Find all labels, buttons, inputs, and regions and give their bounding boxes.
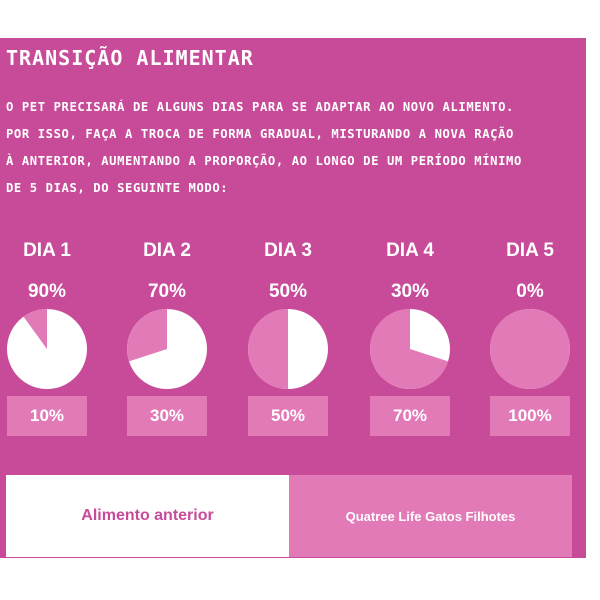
- intro-line: DE 5 DIAS, DO SEGUINTE MODO:: [6, 181, 229, 195]
- old-food-percent: 30%: [390, 281, 430, 302]
- old-food-percent: 70%: [147, 281, 187, 302]
- pie-new-food-slice: [370, 309, 449, 389]
- day-3-pie-chart: [248, 309, 328, 389]
- legend-new-food: Quatree Life Gatos Filhotes: [289, 475, 572, 557]
- transition-panel: TRANSIÇÃO ALIMENTAR O PET PRECISARÁ DE A…: [0, 38, 586, 558]
- new-food-percent: 10%: [7, 396, 87, 436]
- intro-line: POR ISSO, FAÇA A TROCA DE FORMA GRADUAL,…: [6, 127, 514, 141]
- day-2-pie-chart: [127, 309, 207, 389]
- pie-new-food-slice: [248, 309, 288, 389]
- intro-text: O PET PRECISARÁ DE ALGUNS DIAS PARA SE A…: [6, 94, 580, 202]
- day-5-pie-chart: [490, 309, 570, 389]
- day-label: DIA 5: [506, 240, 554, 261]
- intro-line: À ANTERIOR, AUMENTANDO A PROPORÇÃO, AO L…: [6, 154, 522, 168]
- old-food-percent: 0%: [516, 281, 544, 302]
- old-food-percent: 50%: [268, 281, 308, 302]
- new-food-percent: 30%: [127, 396, 207, 436]
- legend-new-food-label: Quatree Life Gatos Filhotes: [345, 508, 516, 524]
- legend-old-food: Alimento anterior: [6, 475, 289, 557]
- day-1-pie-chart: [7, 309, 87, 389]
- pie-new-food-slice: [23, 309, 47, 349]
- new-food-percent: 70%: [370, 396, 450, 436]
- legend-old-food-label: Alimento anterior: [81, 507, 214, 524]
- day-label: DIA 2: [143, 240, 191, 261]
- new-food-percent: 100%: [490, 396, 570, 436]
- day-label: DIA 3: [264, 240, 312, 261]
- old-food-percent: 90%: [27, 281, 67, 302]
- intro-line: O PET PRECISARÁ DE ALGUNS DIAS PARA SE A…: [6, 100, 514, 114]
- day-label: DIA 1: [23, 240, 71, 261]
- page-title: TRANSIÇÃO ALIMENTAR: [6, 46, 254, 70]
- day-label: DIA 4: [386, 240, 434, 261]
- new-food-percent: 50%: [248, 396, 328, 436]
- pie-new-food-slice: [127, 309, 167, 362]
- pie-new-food-slice: [490, 309, 570, 389]
- day-4-pie-chart: [370, 309, 450, 389]
